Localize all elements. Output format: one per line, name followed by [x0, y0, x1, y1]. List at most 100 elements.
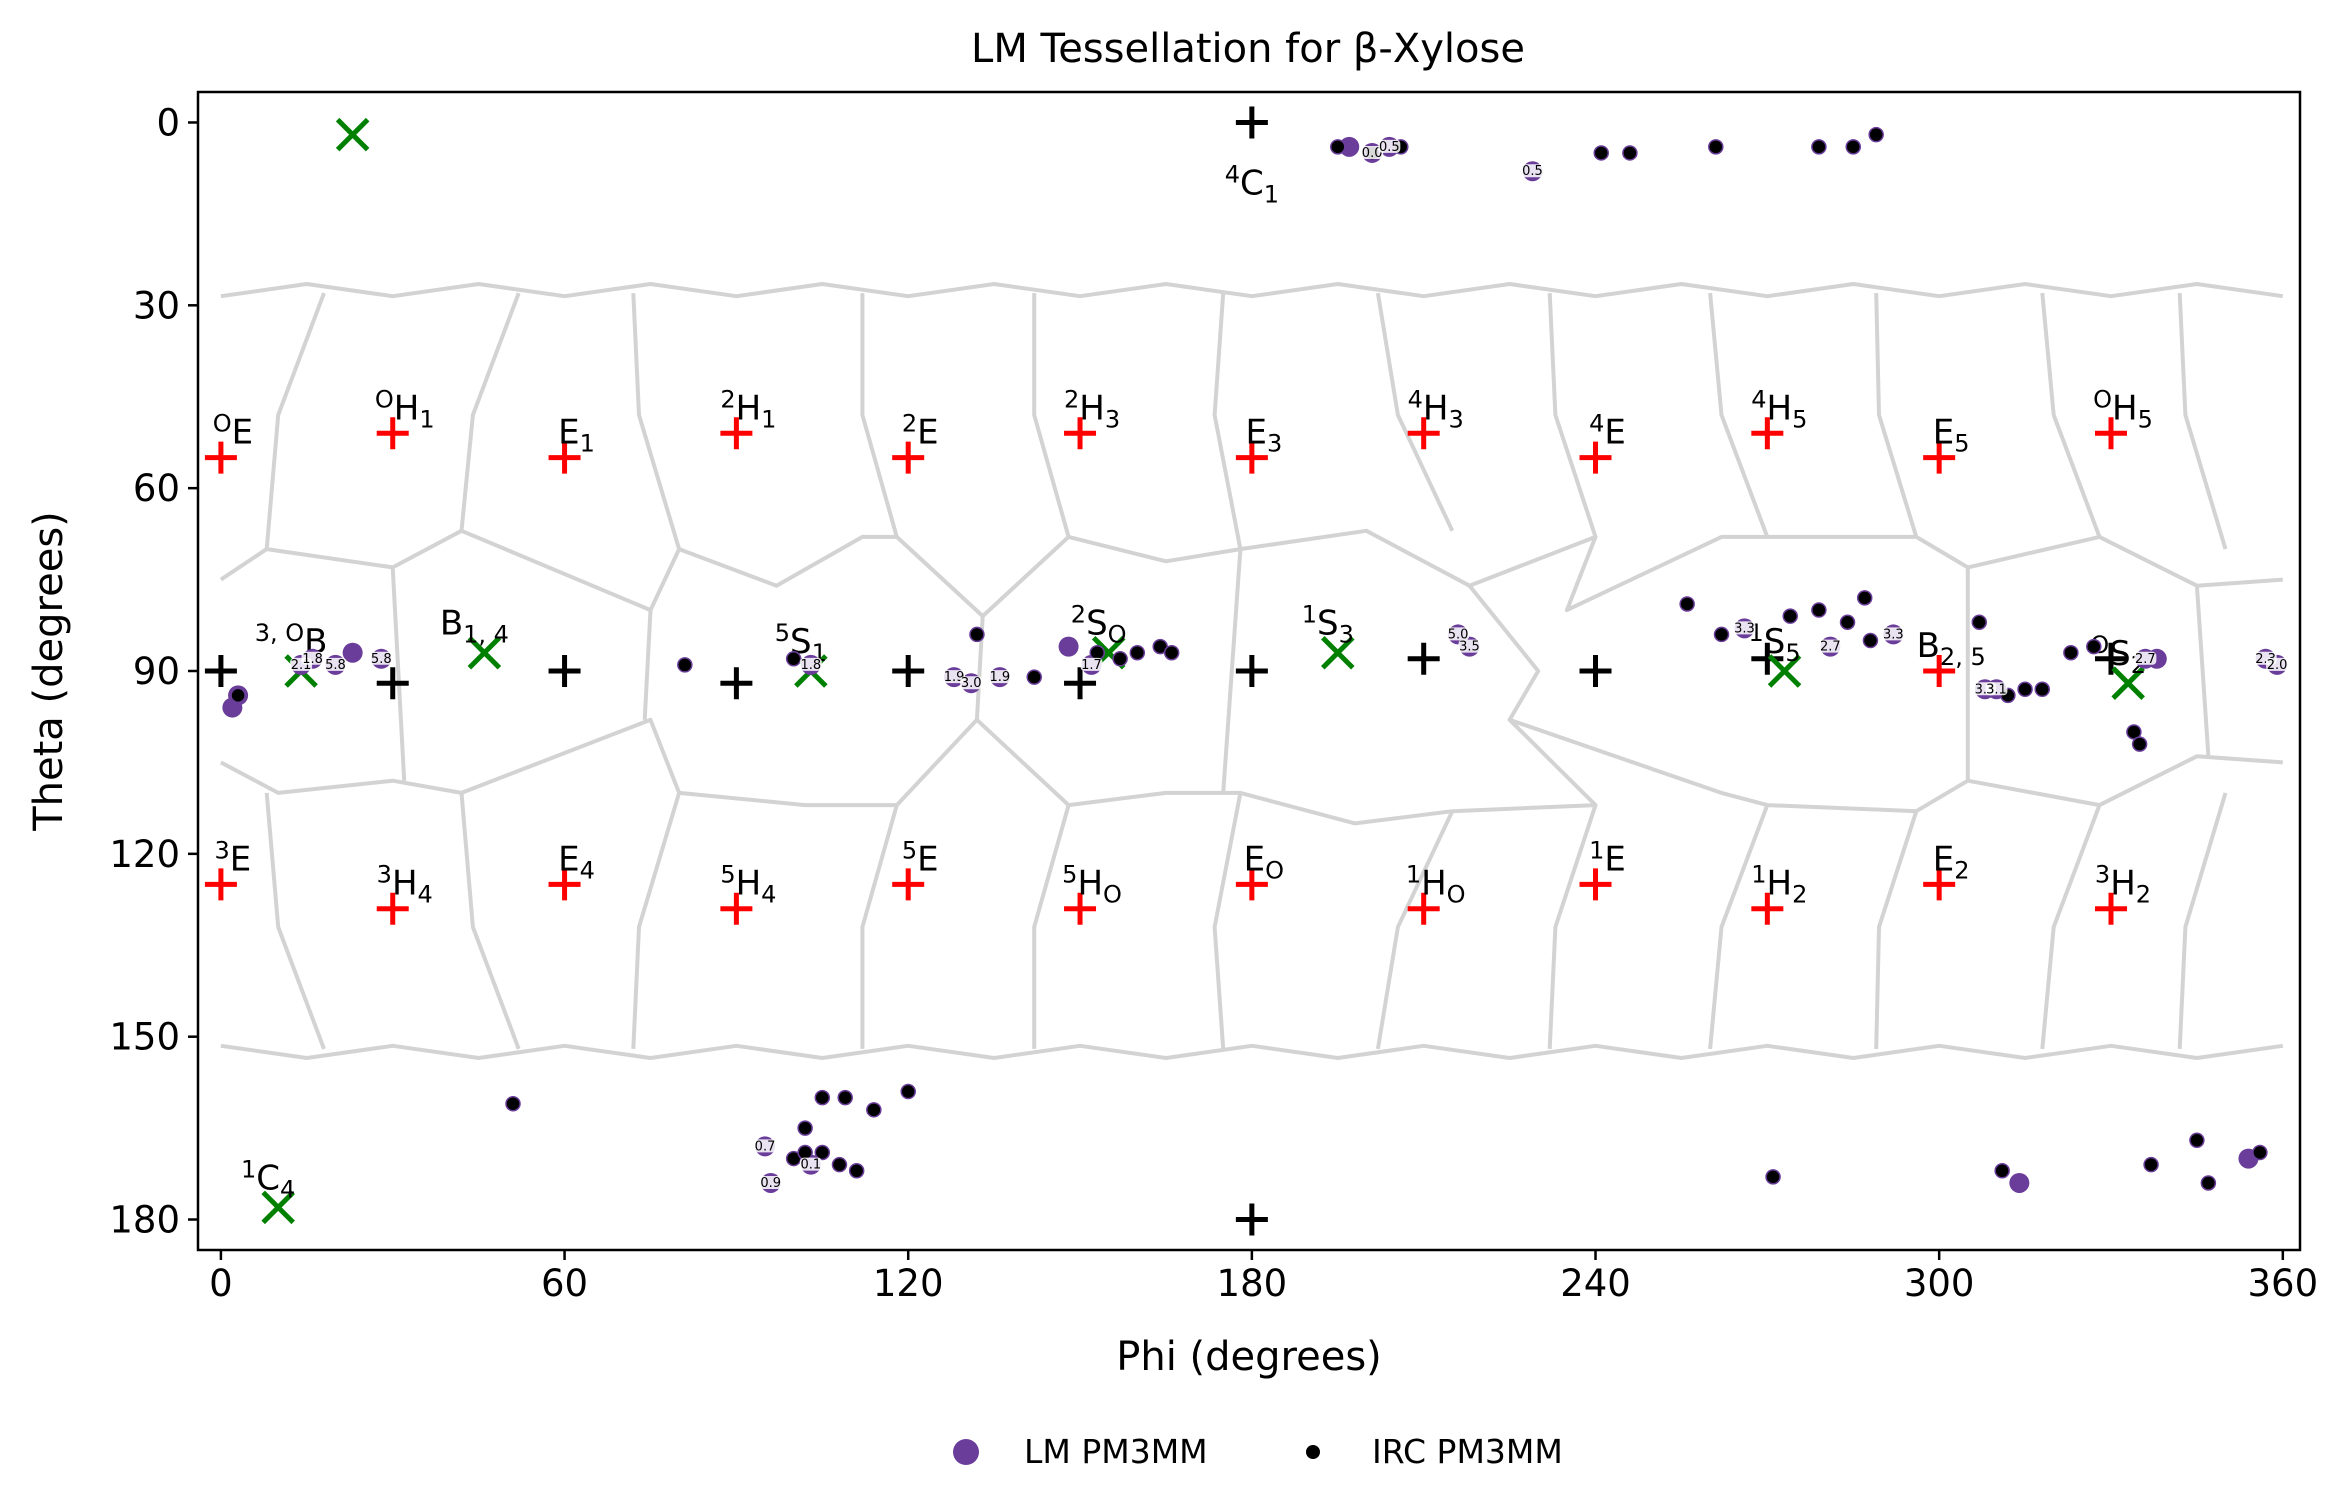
- label-base: H: [1079, 388, 1105, 428]
- label-base: H: [2112, 388, 2138, 428]
- label-base: H: [1077, 864, 1103, 904]
- canonical-red-label: B2, 5: [1917, 626, 1986, 671]
- annotation-box: [301, 651, 324, 665]
- canonical-red-marker: [1407, 892, 1440, 925]
- label-base: E: [917, 839, 938, 879]
- canonical-red-label: 4E: [1589, 410, 1626, 453]
- tessellation-middle-divider: [390, 567, 407, 781]
- irc-point: [1839, 614, 1856, 630]
- canonical-red-marker: [1923, 441, 1956, 474]
- canonical-red-label: 4H5: [1751, 385, 1807, 433]
- tessellation-lower-divider: [1375, 810, 1455, 1050]
- canonical-red-label: E5: [1933, 413, 1970, 458]
- chart-title: LM Tessellation for β-Xylose: [971, 26, 1525, 72]
- canonical-black-marker: [548, 655, 581, 687]
- canonical-red-marker: [548, 441, 581, 474]
- label-base: S: [1086, 604, 1108, 644]
- label-base: C: [256, 1158, 280, 1198]
- irc-point: [1868, 126, 1884, 143]
- tessellation-upper-divider: [1547, 293, 1598, 538]
- label-base: C: [1240, 163, 1264, 203]
- x-tick-label: 240: [1560, 1262, 1631, 1305]
- label-superscript: 2: [720, 385, 735, 413]
- y-tick-label: 180: [109, 1199, 180, 1242]
- label-superscript: 3, O: [255, 619, 304, 647]
- canonical-green-label: 5S1: [775, 619, 827, 667]
- canonical-red-marker: [1407, 417, 1440, 450]
- annotation-box: [1378, 139, 1401, 153]
- label-superscript: 5: [1062, 861, 1077, 889]
- legend-irc-marker: [1306, 1445, 1320, 1459]
- annotation-box: [1080, 657, 1103, 671]
- tessellation-lower-divider: [860, 804, 899, 1049]
- y-axis-ticks: 0 30 60 90 120 150 180: [109, 101, 198, 1242]
- label-base: E: [558, 413, 579, 453]
- lm-energy-label: 3.1: [1986, 682, 2007, 697]
- label-base: E: [917, 413, 938, 453]
- irc-point: [1708, 139, 1724, 155]
- canonical-red-marker: [1064, 417, 1097, 450]
- lm-energy-label: 1.8: [302, 652, 323, 667]
- lm-energy-label: 3.5: [1459, 640, 1480, 655]
- label-subscript: 5: [2138, 405, 2153, 433]
- annotation-box: [759, 1175, 782, 1189]
- canonical-red-label: 2H3: [1064, 385, 1120, 433]
- irc-point: [2252, 1144, 2268, 1161]
- canonical-black-marker: [720, 667, 753, 700]
- irc-point: [900, 1083, 916, 1100]
- label-base: E: [1933, 413, 1954, 453]
- tessellation-lower-divider: [2040, 804, 2102, 1050]
- lm-point: [1058, 636, 1079, 657]
- canonical-red-marker: [1579, 441, 1612, 474]
- irc-point: [848, 1163, 865, 1179]
- canonical-red-label: 3H2: [2095, 861, 2151, 909]
- point-annotations: 0.00.50.52.11.8 5.8 5.8 1.81.93.0 1.91.75.03…: [290, 139, 2289, 1191]
- irc-point: [1026, 669, 1042, 685]
- tessellation-lines: [219, 282, 2284, 1060]
- canonical-black-marker: [1751, 642, 1784, 675]
- label-superscript: 4: [1225, 160, 1240, 188]
- canonical-red-marker: [204, 441, 237, 474]
- irc-point: [1811, 602, 1827, 618]
- tessellation-lower-divider: [631, 792, 682, 1049]
- lm-energy-label: 2.7: [2135, 652, 2156, 667]
- tessellation-upper-boundary: [220, 282, 2284, 299]
- y-axis-label: Theta (degrees): [26, 511, 72, 832]
- irc-point: [1713, 626, 1730, 643]
- tessellation-upper-divider: [860, 293, 899, 538]
- y-tick-label: 150: [109, 1016, 180, 1059]
- canonical-red-marker: [1923, 868, 1956, 901]
- tessellation-upper-divider: [1874, 293, 1919, 538]
- label-superscript: 4: [1751, 385, 1766, 413]
- annotation-box: [1985, 682, 2008, 696]
- lm-energy-label: 5.0: [1448, 627, 1469, 642]
- canonical-black-label: 4C1: [1225, 160, 1279, 208]
- annotation-box: [1882, 627, 1905, 641]
- label-superscript: O: [2093, 385, 2112, 413]
- lm-point: [1339, 136, 1360, 157]
- canonical-red-marker: [1751, 892, 1784, 925]
- canonical-red-label: E2: [1933, 839, 1970, 884]
- y-tick-label: 0: [156, 101, 180, 144]
- canonical-red-marker: [720, 892, 753, 925]
- legend-lm-marker: [953, 1439, 979, 1465]
- canonical-green-label: 1S3: [1302, 601, 1354, 649]
- irc-point: [1765, 1169, 1781, 1185]
- lm-energy-label: 1.9: [990, 670, 1011, 685]
- label-superscript: 1: [1302, 601, 1317, 629]
- canonical-black-marker: [1579, 655, 1612, 687]
- label-base: S: [1764, 622, 1786, 662]
- canonical-red-marker: [1235, 441, 1268, 474]
- irc-point: [1163, 644, 1180, 661]
- annotation-box: [799, 1157, 822, 1171]
- y-tick-label: 90: [133, 650, 180, 693]
- label-superscript: 2: [1071, 601, 1086, 629]
- lm-energy-label: 0.1: [801, 1158, 822, 1173]
- tessellation-lower-divider: [264, 792, 326, 1050]
- label-subscript: 4: [280, 1175, 295, 1203]
- lm-energy-label: 3.3: [1734, 621, 1755, 636]
- irc-point: [230, 687, 246, 704]
- label-superscript: 1: [1751, 861, 1766, 889]
